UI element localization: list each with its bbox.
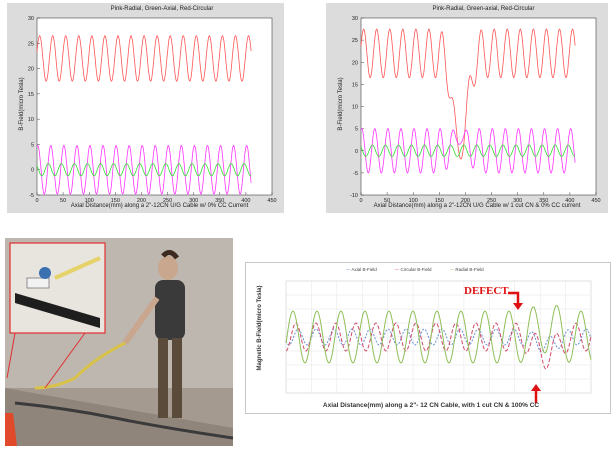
series-line-2 [360, 144, 576, 157]
chart-2-title: Pink-Radial, Green-axial, Red-Circular [432, 6, 535, 12]
x-tick-label: 0 [359, 198, 362, 204]
chart-1-ylabel: B-Field(micro Tesla) [19, 77, 25, 131]
series-line-0 [36, 35, 252, 82]
legend-radial: — Radial B-Field [449, 267, 484, 272]
x-tick-label: 350 [539, 198, 548, 204]
x-tick-label: 300 [189, 198, 198, 204]
x-tick-label: 200 [137, 198, 146, 204]
x-tick-label: 200 [461, 198, 470, 204]
y-tick-label: 25 [28, 41, 34, 47]
y-tick-label: 25 [352, 38, 358, 44]
x-tick-label: 50 [384, 198, 390, 204]
defect-arrowhead-bottom [531, 384, 541, 391]
series-line-0 [360, 28, 576, 160]
series-line-2 [285, 305, 592, 364]
chart-2-svg: 0 50 100 150 200 250 300 350 400 450 -10 -5 0 5 10 15 20… [350, 16, 601, 204]
defect-arrow-top [508, 291, 520, 305]
series-line-2 [36, 163, 252, 177]
defect-arrowhead-top [513, 303, 523, 310]
y-tick-label: -5 [353, 171, 358, 177]
y-tick-label: 20 [352, 60, 358, 66]
field-photo-drawing [5, 238, 233, 446]
x-tick-label: 50 [60, 198, 66, 204]
chart-3-xlabel: Axial Distance(mm) along a 2"- 12 CN Cab… [322, 402, 540, 409]
x-tick-label: 400 [565, 198, 574, 204]
chart-1-title: Pink-Radial, Green-Axial, Red-Circular [110, 6, 214, 12]
x-tick-label: 250 [163, 198, 172, 204]
x-tick-label: 350 [215, 198, 224, 204]
field-photo [5, 238, 233, 446]
y-tick-label: 20 [28, 67, 34, 73]
x-tick-label: 150 [111, 198, 120, 204]
x-tick-label: 150 [435, 198, 444, 204]
series-line-1 [36, 145, 252, 195]
x-tick-label: 450 [267, 198, 276, 204]
chart-3-svg [285, 280, 592, 403]
legend-circular: — Circular B-Field [394, 267, 432, 272]
chart-1-xlabel: Axial Distance(mm) along a 2"-12CN U/G C… [70, 203, 249, 209]
y-tick-label: -5 [29, 193, 34, 199]
y-tick-label: 10 [352, 105, 358, 111]
x-tick-label: 100 [409, 198, 418, 204]
defect-annotation: DEFECT [464, 285, 509, 297]
x-tick-label: 450 [591, 198, 600, 204]
x-tick-label: 300 [513, 198, 522, 204]
y-tick-label: 15 [352, 82, 358, 88]
chart-1-svg: 0 50 100 150 200 250 300 350 400 450-505101520253… [28, 16, 277, 204]
legend-axial: — Axial B-Field [346, 267, 377, 272]
chart-2-ylabel: B-Field(micro Tesla) [338, 77, 344, 131]
y-tick-label: 0 [31, 168, 34, 174]
series-line-1 [360, 128, 576, 174]
x-tick-label: 0 [35, 198, 38, 204]
y-tick-label: 5 [355, 127, 358, 133]
y-tick-label: -10 [350, 193, 358, 199]
chart-panel-1: 0 50 100 150 200 250 300 350 400 450 -5 0 5 10 15 20 25 3… [7, 3, 284, 213]
x-tick-label: 250 [487, 198, 496, 204]
y-tick-label: 15 [28, 92, 34, 98]
x-tick-label: 400 [241, 198, 250, 204]
y-tick-label: 0 [355, 149, 358, 155]
x-tick-label: 100 [85, 198, 94, 204]
chart-3-ylabel: Magnetic B-Field(micro Tesla) [257, 285, 263, 371]
y-tick-label: 5 [31, 142, 34, 148]
chart-panel-3: Axial Distance(mm) along a 2"- 12 CN Cab… [245, 262, 611, 414]
chart-2-xlabel: Axial Distance(mm) along a 2"-12CN U/G C… [373, 203, 581, 209]
y-tick-label: 30 [28, 16, 34, 22]
y-tick-label: 30 [352, 16, 358, 22]
chart-panel-2: 0 50 100 150 200 250 300 350 400 450 -10 -5 0 5 10 15 20… [326, 3, 608, 213]
y-tick-label: 10 [28, 117, 34, 123]
chart-3-legend: — Axial B-Field — Circular B-Field — Rad… [346, 267, 484, 272]
